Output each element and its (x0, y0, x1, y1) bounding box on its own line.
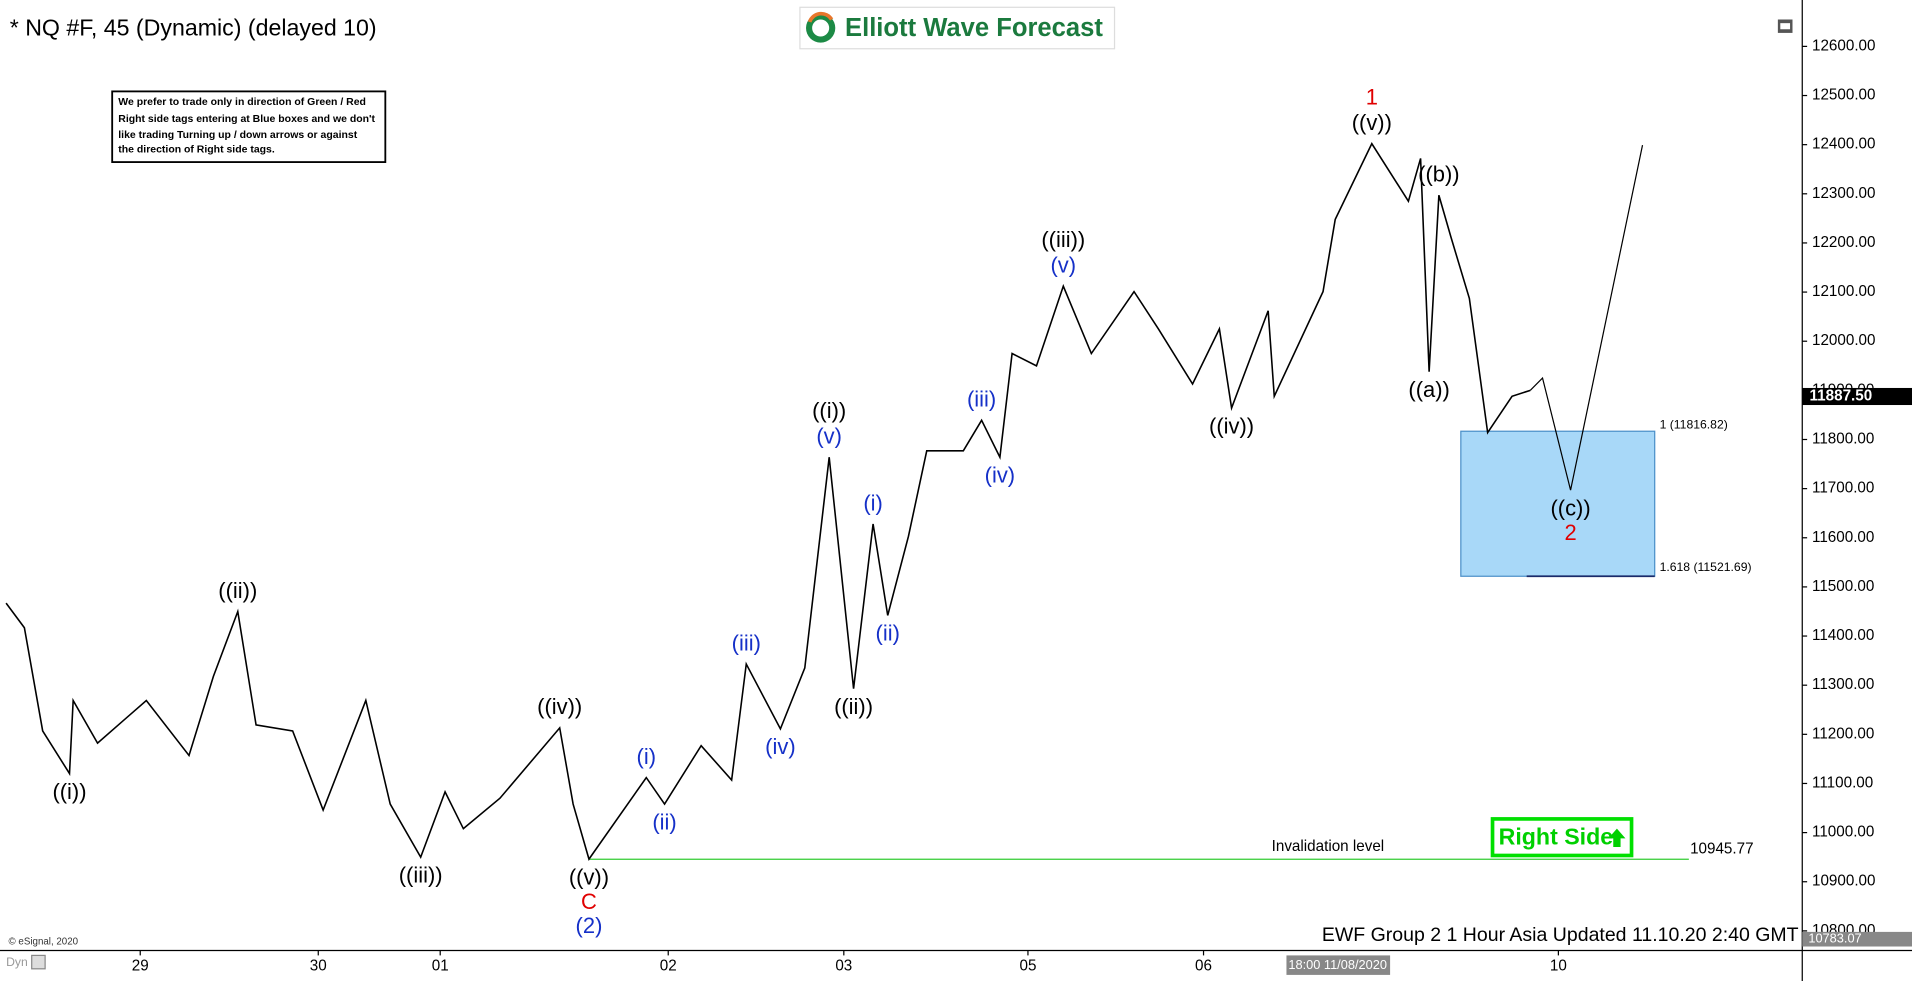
current-price-label: 11887.50 (1810, 388, 1873, 405)
wave-label: ((iii)) (1041, 227, 1085, 252)
wave-label: (iii) (732, 630, 761, 655)
footer: EWF Group 2 1 Hour Asia Updated 11.10.20… (1322, 924, 1799, 946)
chart-title: * NQ #F, 45 (Dynamic) (delayed 10) (10, 14, 377, 40)
wave-label: ((iv)) (537, 694, 582, 719)
right-side-frame (1490, 817, 1634, 858)
wave-label: ((v)) (569, 864, 609, 889)
current-price-box (1802, 387, 1912, 406)
y-tick-label: 12100.00 (1812, 283, 1876, 300)
bottom-price-box (1802, 931, 1912, 947)
logo-icon-arc (807, 11, 834, 23)
y-tick-label: 12500.00 (1812, 87, 1876, 104)
wave-label: ((ii)) (834, 694, 873, 719)
x-tick-label: 02 (660, 957, 677, 974)
note-line: We prefer to trade only in direction of … (118, 97, 366, 108)
x-tick-label: 01 (432, 957, 449, 974)
wave-label: (i) (863, 490, 883, 515)
x-tick-label: 05 (1019, 957, 1036, 974)
wave-label: ((iv)) (1209, 413, 1254, 438)
wave-label: ((iii)) (399, 862, 443, 887)
note-frame (111, 90, 387, 163)
zone-lower-label: 1.618 (11521.69) (1660, 560, 1752, 574)
wave-label: ((c)) (1550, 495, 1590, 520)
right-side-tag: Right Side (1490, 817, 1634, 858)
x-tick-label: 29 (132, 957, 149, 974)
wave-label: ((b)) (1418, 162, 1459, 187)
y-tick-label: 12400.00 (1812, 136, 1876, 153)
wave-label: 2 (1564, 520, 1576, 545)
wave-label: (ii) (652, 809, 676, 834)
y-tick-label: 11300.00 (1812, 676, 1874, 693)
wave-label: ((v)) (1352, 110, 1392, 135)
x-tick-label: 30 (310, 957, 327, 974)
window-icon (1777, 19, 1793, 33)
wave-label: ((a)) (1408, 377, 1449, 402)
y-tick-label: 11600.00 (1812, 529, 1874, 546)
wave-label: C (581, 889, 597, 914)
crosshair-label: 18:00 11/08/2020 (1288, 957, 1387, 972)
right-side-arrow (1608, 828, 1626, 847)
x-tick-label: 10 (1550, 957, 1567, 974)
y-tick-label: 11500.00 (1812, 578, 1874, 595)
wave-label: (i) (637, 744, 657, 769)
target-zone (1460, 430, 1656, 577)
logo-icon-inner (812, 19, 830, 37)
wave-label: (iii) (967, 387, 996, 412)
corner-label: Dyn (6, 955, 28, 969)
y-tick-label: 10900.00 (1812, 873, 1876, 890)
y-tick-label: 11700.00 (1812, 480, 1874, 497)
wave-label: (iv) (765, 734, 795, 759)
y-tick-label: 11000.00 (1812, 824, 1874, 841)
y-tick-label: 12600.00 (1812, 37, 1876, 54)
window-icon-glass (1780, 23, 1791, 30)
invalidation-label: Invalidation level (1272, 838, 1385, 855)
note-line: Right side tags entering at Blue boxes a… (118, 114, 375, 125)
y-tick-label: 11400.00 (1812, 627, 1874, 644)
wave-label: (v) (1051, 252, 1077, 277)
logo: Elliott Wave Forecast (799, 6, 1116, 50)
wave-label: (ii) (876, 621, 900, 646)
note-line: the direction of Right side tags. (118, 145, 275, 156)
invalidation-value: 10945.77 (1690, 841, 1754, 858)
corner-icon (31, 954, 46, 970)
y-tick-label: 11800.00 (1812, 431, 1874, 448)
zone-upper-label: 1 (11816.82) (1660, 417, 1728, 431)
x-tick-label: 06 (1195, 957, 1212, 974)
wave-label: (iv) (985, 462, 1015, 487)
wave-label: 1 (1366, 84, 1378, 109)
crosshair-box (1286, 955, 1391, 975)
logo-frame (799, 6, 1116, 50)
wave-label: (v) (816, 423, 842, 448)
projection-line (1529, 145, 1644, 491)
y-tick-label: 11100.00 (1812, 774, 1873, 791)
wave-label: ((ii)) (218, 578, 257, 603)
note-line: like trading Turning up / down arrows or… (118, 130, 357, 141)
y-tick-label: 12200.00 (1812, 234, 1876, 251)
copyright: © eSignal, 2020 (9, 937, 79, 948)
bottom-price-label: 10783.07 (1808, 931, 1861, 946)
price-line (5, 142, 1531, 861)
wave-label: ((i)) (812, 398, 846, 423)
wave-label: (2) (576, 913, 603, 938)
right-side-label: Right Side (1499, 824, 1614, 850)
x-tick-label: 03 (835, 957, 852, 974)
wave-label: ((i)) (52, 779, 86, 804)
y-tick-label: 12000.00 (1812, 332, 1876, 349)
y-tick-label: 12300.00 (1812, 185, 1876, 202)
note-box: We prefer to trade only in direction of … (111, 90, 387, 163)
logo-text: Elliott Wave Forecast (845, 14, 1103, 42)
y-tick-label: 11200.00 (1812, 725, 1874, 742)
